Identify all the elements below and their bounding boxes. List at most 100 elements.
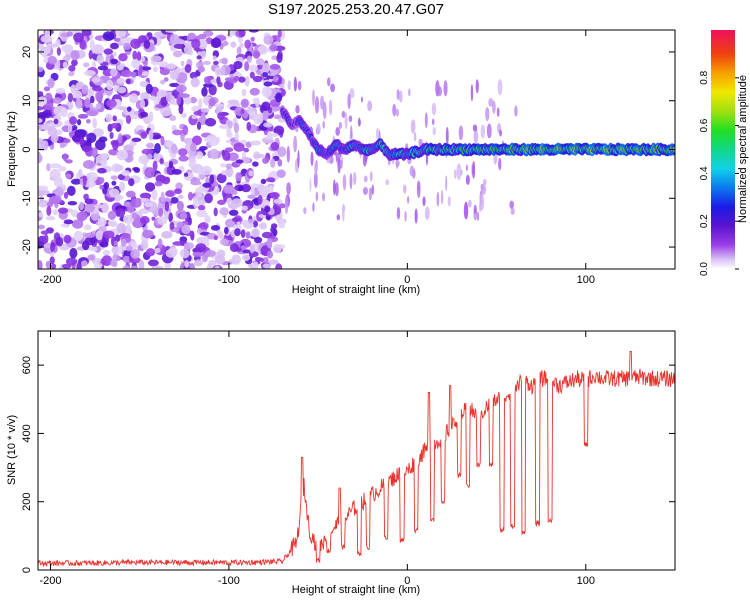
noise-blob xyxy=(55,236,64,247)
noise-blob xyxy=(70,178,82,185)
noise-blob xyxy=(169,69,179,80)
noise-blob xyxy=(174,38,186,45)
noise-streak xyxy=(476,211,480,222)
noise-blob xyxy=(131,137,142,143)
noise-blob xyxy=(260,178,267,185)
noise-blob xyxy=(165,248,177,258)
noise-streak xyxy=(315,191,319,202)
noise-blob xyxy=(209,148,219,160)
noise-streak xyxy=(349,173,353,190)
noise-blob xyxy=(66,31,73,37)
noise-blob xyxy=(60,223,70,228)
noise-streak xyxy=(321,192,326,202)
noise-streak xyxy=(327,77,331,87)
noise-blob xyxy=(179,86,184,97)
noise-blob xyxy=(269,63,281,70)
noise-blob xyxy=(249,71,255,79)
noise-blob xyxy=(252,113,264,125)
noise-streak xyxy=(316,123,321,135)
noise-streak xyxy=(436,191,440,207)
noise-blob xyxy=(38,152,42,163)
noise-blob xyxy=(38,185,49,191)
noise-streak xyxy=(408,88,411,97)
noise-blob xyxy=(75,98,83,110)
noise-blob xyxy=(118,181,126,192)
colorbar-tick-label: 0.0 xyxy=(699,262,710,276)
noise-blob xyxy=(146,153,153,160)
noise-blob xyxy=(172,50,183,58)
noise-blob xyxy=(138,64,143,75)
noise-blob xyxy=(170,197,179,204)
noise-blob xyxy=(61,44,74,53)
noise-blob xyxy=(244,75,250,87)
noise-blob xyxy=(73,230,84,242)
noise-streak xyxy=(437,86,442,97)
noise-blob xyxy=(50,195,62,204)
noise-blob xyxy=(110,42,119,50)
noise-blob xyxy=(97,217,107,227)
noise-streak xyxy=(322,101,327,120)
noise-blob xyxy=(59,142,65,149)
noise-blob xyxy=(157,238,163,250)
noise-blob xyxy=(273,114,282,120)
noise-streak xyxy=(510,207,515,216)
noise-blob xyxy=(160,135,165,146)
noise-blob xyxy=(197,33,207,40)
noise-blob xyxy=(179,236,188,243)
snr-panel: -200 -100 0 100 0 200 400 600 Height of straig… xyxy=(6,330,676,596)
noise-streak xyxy=(482,179,487,186)
noise-blob xyxy=(61,263,72,269)
noise-blob xyxy=(203,76,213,85)
noise-blob xyxy=(45,92,53,102)
noise-blob xyxy=(205,117,217,127)
noise-streak xyxy=(369,171,373,182)
noise-blob xyxy=(102,31,115,41)
noise-blob xyxy=(276,53,283,63)
noise-blob xyxy=(84,202,96,213)
noise-blob xyxy=(92,128,104,137)
noise-blob xyxy=(128,256,141,264)
noise-blob xyxy=(107,210,117,221)
noise-blob xyxy=(270,132,279,138)
noise-blob xyxy=(206,263,213,269)
noise-blob xyxy=(102,230,115,239)
noise-blob xyxy=(270,223,278,229)
noise-blob xyxy=(252,220,259,228)
noise-streak xyxy=(312,89,315,107)
noise-streak xyxy=(371,184,374,196)
noise-blob xyxy=(148,129,154,141)
noise-blob xyxy=(171,143,178,154)
noise-streak xyxy=(357,117,361,127)
noise-blob xyxy=(246,55,253,63)
noise-blob xyxy=(252,97,259,104)
noise-blob xyxy=(158,61,169,68)
noise-blob xyxy=(138,259,145,269)
noise-blob xyxy=(259,257,264,263)
noise-streak xyxy=(375,127,380,140)
noise-blob xyxy=(196,151,204,160)
noise-blob xyxy=(275,92,283,103)
noise-blob xyxy=(221,57,228,65)
noise-streak xyxy=(407,195,410,204)
noise-blob xyxy=(43,234,49,244)
noise-blob xyxy=(277,159,283,167)
noise-blob xyxy=(171,168,182,175)
noise-streak xyxy=(335,152,339,162)
noise-streak xyxy=(458,125,464,141)
noise-blob xyxy=(199,222,209,230)
noise-blob xyxy=(247,194,256,199)
noise-blob xyxy=(266,250,274,259)
noise-streak xyxy=(424,206,430,220)
noise-blob xyxy=(231,217,241,222)
noise-blob xyxy=(93,262,103,269)
noise-streak xyxy=(313,171,318,189)
noise-blob xyxy=(109,68,118,77)
noise-blob xyxy=(246,121,252,131)
noise-blob xyxy=(125,245,133,252)
noise-blob xyxy=(168,160,174,169)
noise-blob xyxy=(190,77,200,88)
noise-blob xyxy=(277,146,287,158)
noise-streak xyxy=(481,184,487,196)
noise-blob xyxy=(80,260,88,267)
